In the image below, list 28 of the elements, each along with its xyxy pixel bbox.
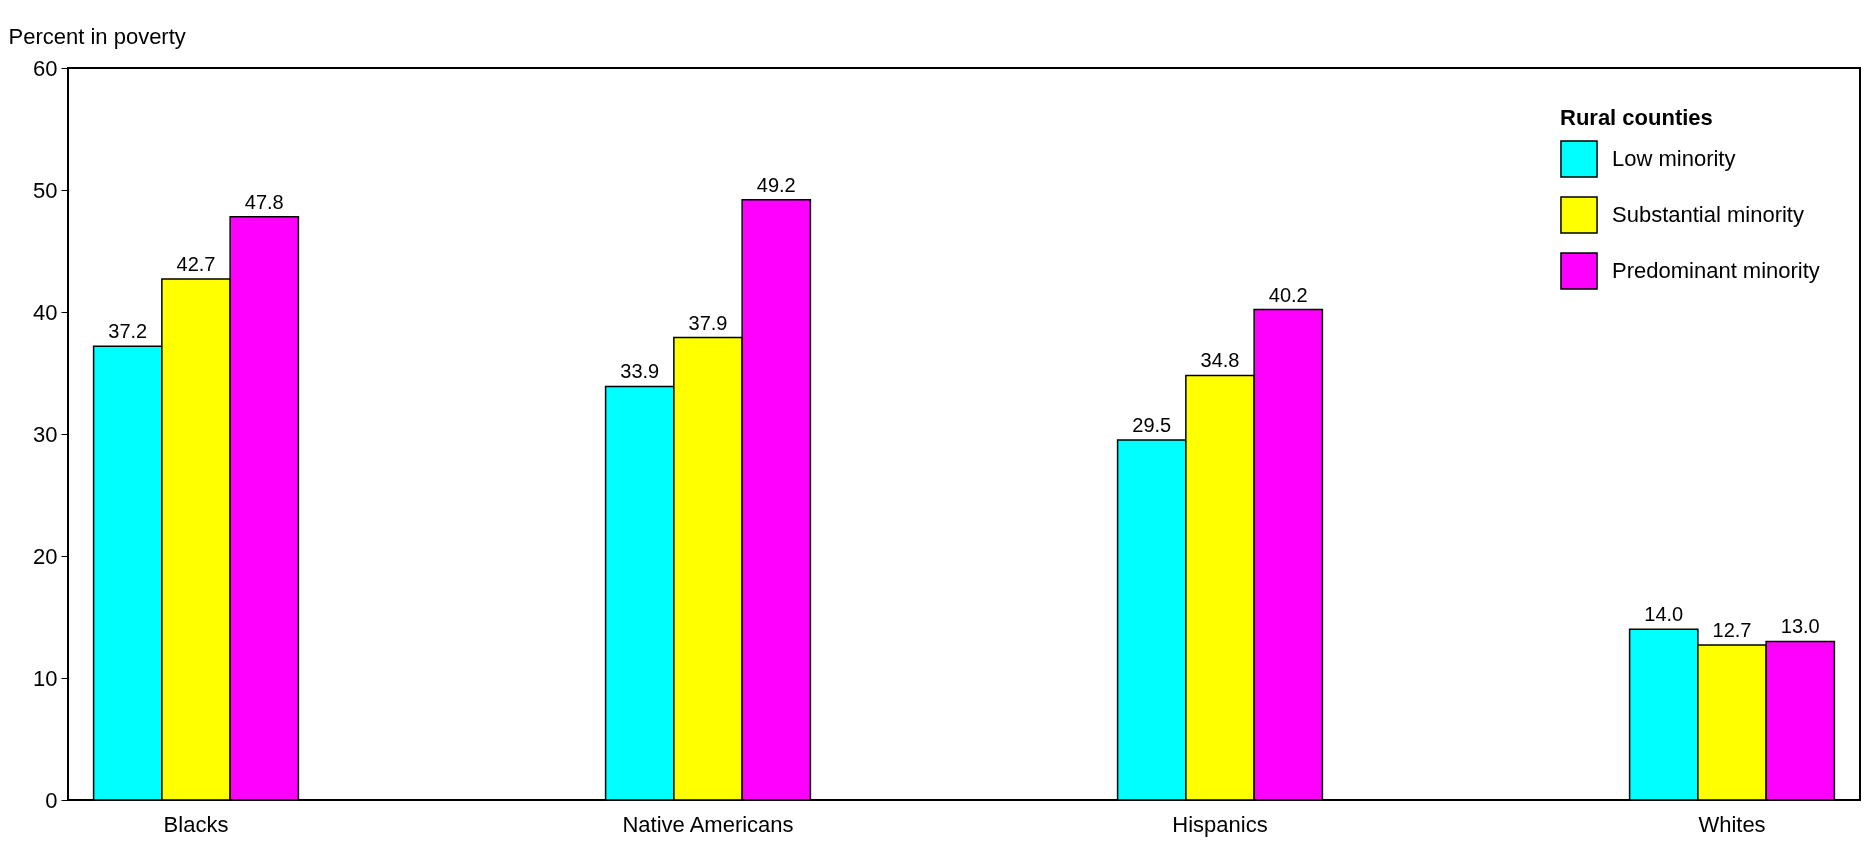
x-tick-label: Whites [1698, 811, 1766, 837]
y-tick-label: 10 [33, 665, 58, 691]
y-tick-label: 40 [33, 299, 58, 325]
data-label: 29.5 [1132, 414, 1172, 437]
legend-label: Low minority [1612, 146, 1736, 171]
data-label: 37.2 [108, 320, 148, 343]
legend-title: Rural counties [1560, 105, 1713, 130]
data-label: 47.8 [244, 190, 284, 213]
data-label: 49.2 [756, 173, 796, 196]
data-label: 40.2 [1268, 283, 1308, 306]
x-tick-label: Native Americans [622, 811, 794, 837]
data-label: 13.0 [1780, 615, 1820, 638]
y-axis-title: Percent in poverty [8, 23, 186, 49]
legend-label: Substantial minority [1612, 202, 1804, 227]
y-tick-label: 30 [33, 421, 58, 447]
y-tick-label: 0 [45, 787, 58, 813]
data-label: 34.8 [1200, 349, 1240, 372]
data-label: 37.9 [688, 311, 728, 334]
y-tick-label: 20 [33, 543, 58, 569]
legend-label: Predominant minority [1612, 258, 1820, 283]
x-tick-label: Blacks [163, 811, 229, 837]
y-tick-label: 50 [33, 177, 58, 203]
data-label: 33.9 [620, 360, 660, 383]
x-tick-label: Hispanics [1172, 811, 1268, 837]
data-label: 12.7 [1712, 619, 1752, 642]
y-tick-label: 60 [33, 55, 58, 81]
data-label: 42.7 [176, 253, 216, 276]
data-label: 14.0 [1644, 603, 1684, 626]
